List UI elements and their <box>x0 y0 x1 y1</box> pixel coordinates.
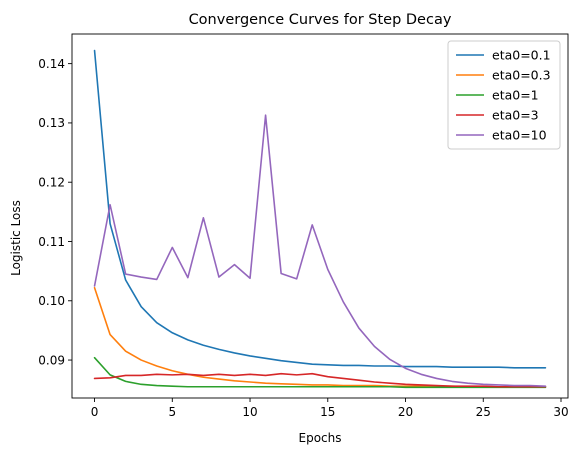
x-tick-label: 10 <box>242 405 257 419</box>
x-tick-label: 15 <box>320 405 335 419</box>
x-axis-label: Epochs <box>299 431 342 445</box>
legend-label-4: eta0=10 <box>492 128 547 143</box>
legend: eta0=0.1 eta0=0.3 eta0=1 eta0=3 eta0=10 <box>447 40 561 150</box>
series-line-4 <box>93 114 547 387</box>
y-tick-label: 0.10 <box>38 294 65 308</box>
legend-label-2: eta0=1 <box>492 88 539 103</box>
legend-box <box>447 40 561 150</box>
axes-frame <box>71 33 569 399</box>
y-axis-ticks: 0.09 0.10 0.11 0.12 0.13 0.14 <box>38 57 72 367</box>
series-line-2 <box>93 356 547 389</box>
x-tick-label: 20 <box>398 405 413 419</box>
y-tick-label: 0.12 <box>38 176 65 190</box>
y-tick-label: 0.09 <box>38 353 65 367</box>
x-axis-ticks: 0 5 10 15 20 25 30 <box>91 398 569 419</box>
series-line-3 <box>93 372 547 388</box>
legend-label-3: eta0=3 <box>492 108 539 123</box>
legend-label-1: eta0=0.3 <box>492 68 551 83</box>
x-tick-label: 5 <box>168 405 176 419</box>
x-tick-label: 25 <box>476 405 491 419</box>
y-tick-label: 0.13 <box>38 116 65 130</box>
chart-title: Convergence Curves for Step Decay <box>189 12 452 28</box>
x-tick-label: 30 <box>553 405 568 419</box>
y-tick-label: 0.14 <box>38 57 65 71</box>
series-line-0 <box>93 49 547 369</box>
y-tick-label: 0.11 <box>38 235 65 249</box>
legend-label-0: eta0=0.1 <box>492 48 551 63</box>
x-tick-label: 0 <box>91 405 99 419</box>
y-axis-label: Logistic Loss <box>9 200 23 276</box>
plot-area <box>93 49 547 389</box>
